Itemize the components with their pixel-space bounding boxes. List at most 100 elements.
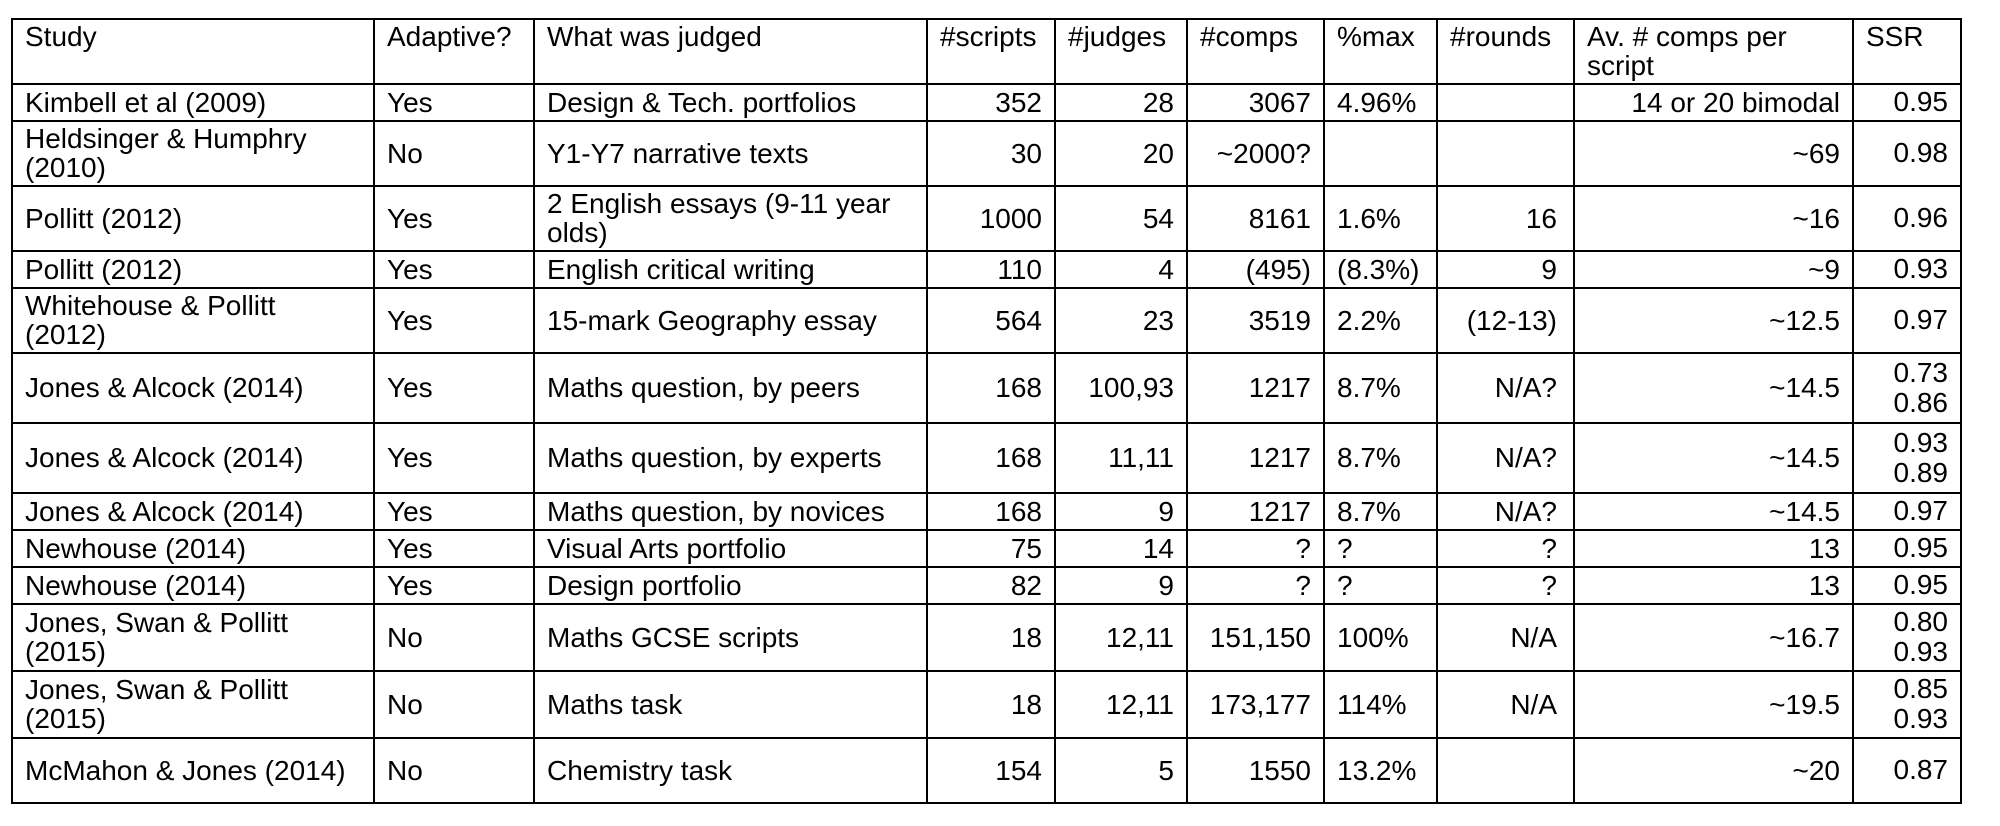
cell-adaptive: No xyxy=(373,120,535,187)
cell-what-judged: Visual Arts portfolio xyxy=(533,529,928,568)
cell-adaptive: Yes xyxy=(373,352,535,424)
table-row: Heldsinger & Humphry (2010) No Y1-Y7 narra… xyxy=(11,120,1962,187)
header-comps: #comps xyxy=(1186,18,1325,85)
cell-avg-comps: ~14.5 xyxy=(1573,492,1854,531)
table-row: Jones & Alcock (2014) Yes Maths question, … xyxy=(11,492,1962,531)
cell-scripts: 110 xyxy=(926,250,1056,289)
table-row: Pollitt (2012) Yes English critical writin… xyxy=(11,250,1962,289)
header-rounds: #rounds xyxy=(1436,18,1575,85)
cell-scripts: 82 xyxy=(926,566,1056,605)
cell-adaptive: Yes xyxy=(373,287,535,354)
cell-rounds: N/A? xyxy=(1436,422,1575,494)
cell-avg-comps: ~14.5 xyxy=(1573,352,1854,424)
cell-pct-max: (8.3%) xyxy=(1323,250,1438,289)
table-row: Kimbell et al (2009) Yes Design & Tech. po… xyxy=(11,83,1962,122)
cell-adaptive: Yes xyxy=(373,422,535,494)
cell-comps: 3067 xyxy=(1186,83,1325,122)
cell-avg-comps: ~16.7 xyxy=(1573,603,1854,672)
cell-what-judged: Maths question, by experts xyxy=(533,422,928,494)
cell-ssr: 0.80 0.93 xyxy=(1852,603,1962,672)
cell-what-judged: Maths GCSE scripts xyxy=(533,603,928,672)
cell-judges: 9 xyxy=(1054,566,1188,605)
cell-rounds: ? xyxy=(1436,529,1575,568)
cell-adaptive: No xyxy=(373,603,535,672)
cell-comps: 1217 xyxy=(1186,492,1325,531)
cell-rounds: ? xyxy=(1436,566,1575,605)
cell-judges: 20 xyxy=(1054,120,1188,187)
cell-ssr: 0.96 xyxy=(1852,185,1962,252)
cell-scripts: 168 xyxy=(926,492,1056,531)
cell-rounds: (12-13) xyxy=(1436,287,1575,354)
cell-pct-max: 8.7% xyxy=(1323,492,1438,531)
ssr-value: 0.73 xyxy=(1893,356,1949,388)
ssr-value: 0.80 xyxy=(1893,606,1949,637)
cell-judges: 28 xyxy=(1054,83,1188,122)
cell-ssr: 0.73 0.86 xyxy=(1852,352,1962,424)
header-ssr: SSR xyxy=(1852,18,1962,85)
cell-comps: 1217 xyxy=(1186,352,1325,424)
cell-comps: ? xyxy=(1186,529,1325,568)
cell-avg-comps: ~20 xyxy=(1573,737,1854,804)
cell-study: Newhouse (2014) xyxy=(11,566,375,605)
header-what-judged: What was judged xyxy=(533,18,928,85)
cell-study: Jones, Swan & Pollitt (2015) xyxy=(11,603,375,672)
cell-judges: 9 xyxy=(1054,492,1188,531)
cell-scripts: 564 xyxy=(926,287,1056,354)
ssr-value: 0.86 xyxy=(1893,386,1949,418)
cell-comps: 151,150 xyxy=(1186,603,1325,672)
cell-avg-comps: 13 xyxy=(1573,566,1854,605)
cell-rounds: N/A? xyxy=(1436,352,1575,424)
table-row: Jones & Alcock (2014) Yes Maths question, … xyxy=(11,422,1962,494)
header-pct-max: %max xyxy=(1323,18,1438,85)
cell-what-judged: Maths task xyxy=(533,670,928,739)
cell-what-judged: Maths question, by peers xyxy=(533,352,928,424)
cell-comps: 8161 xyxy=(1186,185,1325,252)
cell-avg-comps: 14 or 20 bimodal xyxy=(1573,83,1854,122)
cell-avg-comps: ~16 xyxy=(1573,185,1854,252)
cell-comps: (495) xyxy=(1186,250,1325,289)
header-study: Study xyxy=(11,18,375,85)
cell-ssr: 0.97 xyxy=(1852,287,1962,354)
cell-adaptive: No xyxy=(373,737,535,804)
cell-pct-max xyxy=(1323,120,1438,187)
cell-adaptive: Yes xyxy=(373,83,535,122)
cell-rounds xyxy=(1436,737,1575,804)
ssr-value: 0.85 xyxy=(1893,673,1949,704)
cell-pct-max: 4.96% xyxy=(1323,83,1438,122)
cell-comps: 3519 xyxy=(1186,287,1325,354)
cell-ssr: 0.85 0.93 xyxy=(1852,670,1962,739)
cell-rounds: N/A xyxy=(1436,670,1575,739)
cell-avg-comps: ~9 xyxy=(1573,250,1854,289)
cell-what-judged: Chemistry task xyxy=(533,737,928,804)
ssr-value: 0.98 xyxy=(1893,137,1949,168)
cell-comps: ~2000? xyxy=(1186,120,1325,187)
cell-scripts: 352 xyxy=(926,83,1056,122)
cell-judges: 12,11 xyxy=(1054,603,1188,672)
cell-avg-comps: 13 xyxy=(1573,529,1854,568)
cell-ssr: 0.95 xyxy=(1852,529,1962,568)
header-row: Study Adaptive? What was judged #scripts… xyxy=(11,18,1962,85)
table-row: Jones & Alcock (2014) Yes Maths question, … xyxy=(11,352,1962,424)
ssr-value: 0.93 xyxy=(1893,636,1949,667)
cell-rounds xyxy=(1436,83,1575,122)
cell-rounds: 16 xyxy=(1436,185,1575,252)
header-adaptive: Adaptive? xyxy=(373,18,535,85)
cell-ssr: 0.87 xyxy=(1852,737,1962,804)
cell-adaptive: Yes xyxy=(373,566,535,605)
cell-avg-comps: ~14.5 xyxy=(1573,422,1854,494)
cell-scripts: 18 xyxy=(926,603,1056,672)
header-avg-comps: Av. # comps per script xyxy=(1573,18,1854,85)
cell-ssr: 0.95 xyxy=(1852,83,1962,122)
cell-adaptive: Yes xyxy=(373,185,535,252)
cell-study: Pollitt (2012) xyxy=(11,185,375,252)
cell-what-judged: Maths question, by novices xyxy=(533,492,928,531)
cell-judges: 4 xyxy=(1054,250,1188,289)
cell-study: Jones, Swan & Pollitt (2015) xyxy=(11,670,375,739)
cell-judges: 23 xyxy=(1054,287,1188,354)
cell-adaptive: No xyxy=(373,670,535,739)
cell-judges: 100,93 xyxy=(1054,352,1188,424)
cell-what-judged: English critical writing xyxy=(533,250,928,289)
cell-pct-max: 13.2% xyxy=(1323,737,1438,804)
table-row: Jones, Swan & Pollitt (2015) No Maths task… xyxy=(11,670,1962,739)
ssr-value: 0.95 xyxy=(1893,532,1949,563)
